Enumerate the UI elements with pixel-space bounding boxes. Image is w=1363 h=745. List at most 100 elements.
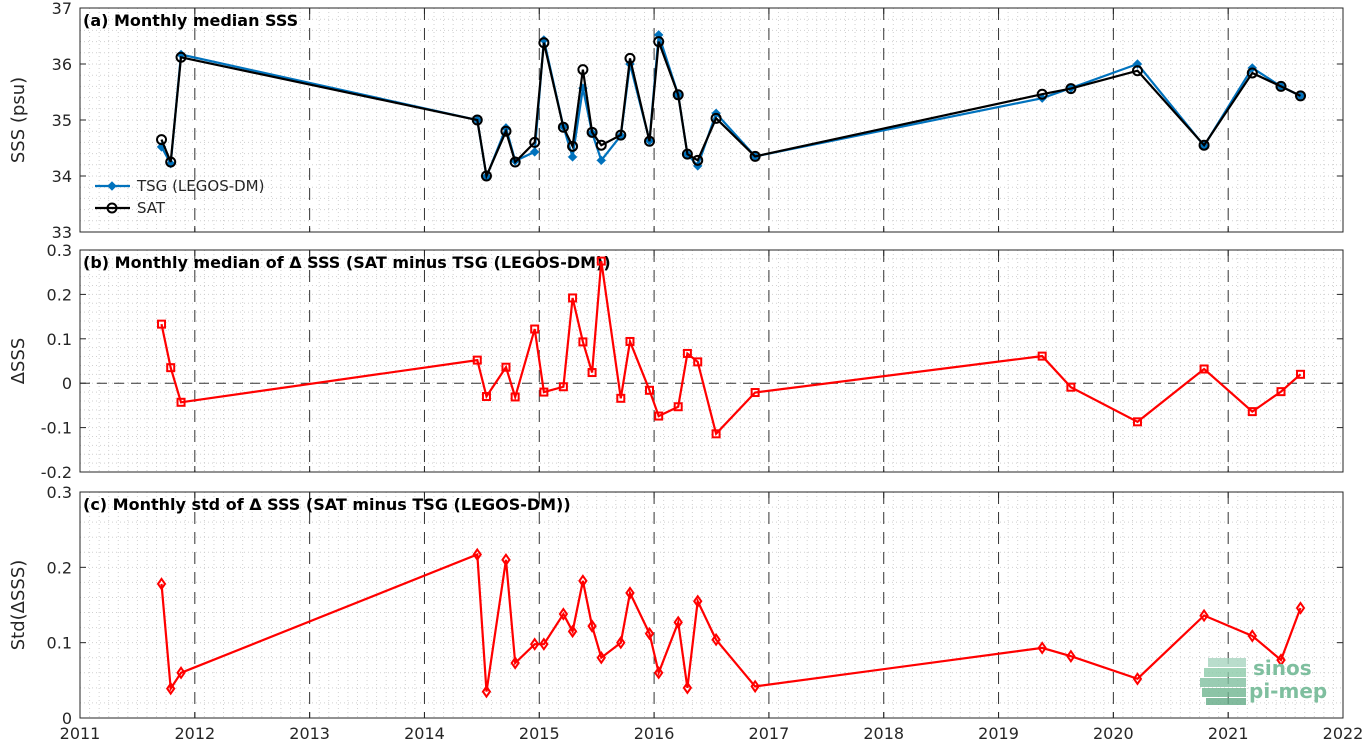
data-point <box>1276 387 1286 397</box>
y-tick-label: 37 <box>52 0 72 18</box>
data-point <box>472 547 482 562</box>
panel-title: (c) Monthly std of Δ SSS (SAT minus TSG … <box>83 495 571 514</box>
panel-title: (a) Monthly median SSS <box>83 11 298 30</box>
data-point <box>587 619 597 633</box>
x-tick-label: 2017 <box>749 724 790 743</box>
data-point <box>500 125 512 137</box>
data-point <box>481 392 491 402</box>
data-point <box>616 393 626 403</box>
data-point <box>615 129 627 141</box>
data-point <box>539 637 549 651</box>
data-point <box>644 626 655 641</box>
data-point <box>567 140 579 152</box>
data-point <box>1066 649 1076 663</box>
data-point <box>596 256 606 266</box>
data-point <box>616 635 626 650</box>
data-point <box>672 89 684 101</box>
data-point <box>1036 88 1048 100</box>
y-axis-label: Std(ΔSSS) <box>8 560 29 651</box>
data-point <box>166 363 176 373</box>
y-tick-label: 0 <box>62 709 72 728</box>
grid <box>80 250 1343 472</box>
data-point <box>595 139 607 151</box>
data-point <box>176 397 186 407</box>
y-tick-label: 33 <box>52 223 72 242</box>
data-point <box>568 293 578 303</box>
y-tick-label: 0 <box>62 374 72 393</box>
y-tick-label: 0.1 <box>47 330 72 349</box>
legend-marker <box>106 202 118 214</box>
data-point <box>749 150 761 162</box>
x-tick-label: 2020 <box>1093 724 1134 743</box>
data-point <box>673 402 683 412</box>
data-point <box>558 607 569 621</box>
data-point <box>176 666 186 680</box>
data-point <box>750 388 760 398</box>
y-tick-label: 0.1 <box>47 634 72 653</box>
data-point <box>558 382 568 392</box>
y-axis-label: ΔSSS <box>8 338 29 385</box>
data-point <box>624 52 636 64</box>
y-tick-label: 0.3 <box>47 241 72 260</box>
data-point <box>1296 369 1306 379</box>
panel-b-delta-sss: -0.2 -0.1 0 0.1 0.2 0.3 ΔSSS (b) Monthly median… <box>8 241 1344 482</box>
panel-title: (b) Monthly median of Δ SSS (SAT minus T… <box>83 253 611 272</box>
data-point <box>1131 65 1143 77</box>
series-line <box>160 41 1301 180</box>
data-point <box>1199 364 1209 374</box>
data-point <box>510 392 520 402</box>
data-point <box>653 36 665 48</box>
y-axis-label: SSS (psu) <box>8 77 29 163</box>
data-point <box>1199 608 1209 623</box>
data-point <box>539 387 549 397</box>
data-point <box>1066 382 1076 392</box>
y-tick-label: -0.2 <box>41 463 72 482</box>
y-tick-label: 0.2 <box>47 558 72 577</box>
data-point <box>1295 601 1306 615</box>
data-point <box>1037 641 1047 655</box>
data-point <box>481 684 492 699</box>
data-point <box>529 637 540 651</box>
data-point <box>681 148 693 160</box>
data-point <box>156 577 167 591</box>
data-point <box>1275 80 1287 92</box>
data-point <box>156 134 168 146</box>
data-point <box>1037 351 1047 361</box>
logo-line2: pi-mep <box>1249 679 1327 703</box>
data-point <box>654 411 664 421</box>
data-point <box>529 147 540 157</box>
axes-frame <box>79 249 1344 473</box>
data-point <box>1132 672 1143 686</box>
pimep-logo: sinos pi-mep <box>1200 656 1327 705</box>
x-tick-label: 2012 <box>174 724 215 743</box>
legend: TSG (LEGOS-DM) SAT <box>95 177 264 217</box>
data-point <box>510 656 520 670</box>
data-point <box>644 385 654 395</box>
data-point <box>750 679 760 694</box>
data-point <box>682 348 692 358</box>
legend-marker <box>107 181 117 191</box>
x-tick-label: 2011 <box>60 724 101 743</box>
y-tick-label: 36 <box>52 55 72 74</box>
data-point <box>157 319 167 329</box>
data-point <box>653 666 664 680</box>
x-tick-label: 2015 <box>519 724 560 743</box>
data-point <box>1295 90 1307 102</box>
logo-line1: sinos <box>1253 656 1312 680</box>
pimep-logo-mark <box>1200 658 1246 705</box>
series-tsg-legos-dm- <box>156 30 1306 182</box>
data-point <box>175 51 187 63</box>
data-point <box>673 615 683 630</box>
data-point <box>530 324 540 334</box>
series-sat <box>156 36 1307 182</box>
data-point <box>567 624 578 639</box>
x-tick-label: 2019 <box>978 724 1019 743</box>
data-point <box>692 154 704 166</box>
data-point <box>501 553 511 567</box>
legend-label: TSG (LEGOS-DM) <box>136 177 264 195</box>
data-point <box>596 155 606 166</box>
data-point <box>711 429 721 439</box>
y-tick-label: 34 <box>52 167 72 186</box>
y-tick-label: 35 <box>52 111 72 130</box>
